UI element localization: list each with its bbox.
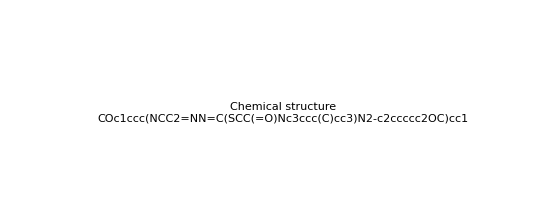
Text: Chemical structure
COc1ccc(NCC2=NN=C(SCC(=O)Nc3ccc(C)cc3)N2-c2ccccc2OC)cc1: Chemical structure COc1ccc(NCC2=NN=C(SCC…: [97, 102, 469, 124]
